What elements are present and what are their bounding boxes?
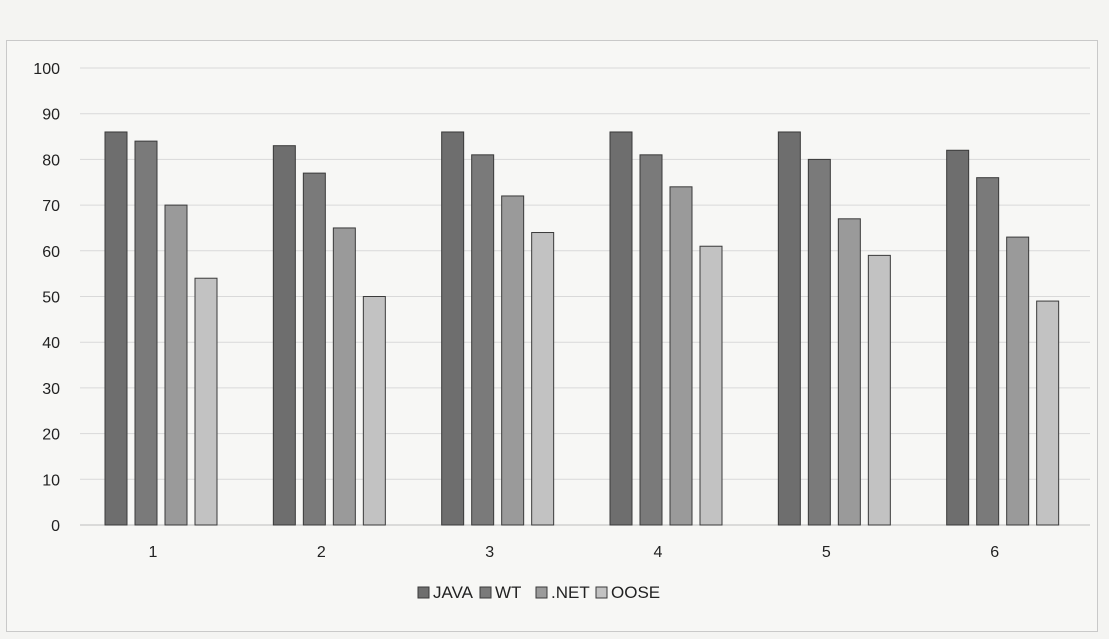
legend-label: OOSE — [611, 583, 660, 602]
bar-oose-5 — [867, 254, 891, 526]
bar-net-5 — [837, 218, 861, 526]
bar-wt-6 — [976, 177, 1000, 526]
bar-wt-3 — [471, 154, 495, 526]
legend: JAVA WT .NET OOSE — [417, 583, 660, 602]
bar-wt-2 — [302, 172, 326, 526]
bar-oose-1 — [194, 277, 218, 526]
y-tick-label: 100 — [33, 61, 60, 78]
bar-java-4 — [609, 131, 633, 526]
y-axis: 0 10 20 30 40 50 60 70 80 90 100 — [33, 61, 60, 535]
y-tick-label: 0 — [51, 518, 60, 535]
x-tick-label: 3 — [485, 544, 494, 561]
y-tick-label: 60 — [42, 244, 60, 261]
x-tick-label: 5 — [822, 544, 831, 561]
bar-net-6 — [1006, 236, 1030, 526]
bar-wt-5 — [807, 158, 831, 526]
y-tick-label: 30 — [42, 381, 60, 398]
bars — [104, 131, 1060, 526]
bar-wt-4 — [639, 154, 663, 526]
legend-swatch — [535, 586, 548, 599]
bar-net-4 — [669, 186, 693, 526]
bar-oose-4 — [699, 245, 723, 526]
bar-net-2 — [332, 227, 356, 526]
bar-oose-3 — [531, 232, 555, 526]
x-tick-label: 2 — [317, 544, 326, 561]
y-tick-label: 10 — [42, 472, 60, 489]
y-tick-label: 50 — [42, 290, 60, 307]
bar-net-1 — [164, 204, 188, 526]
x-axis: 1 2 3 4 5 6 — [149, 544, 1000, 561]
legend-swatch — [417, 586, 430, 599]
legend-label: JAVA — [433, 583, 474, 602]
x-tick-label: 6 — [990, 544, 999, 561]
bar-java-1 — [104, 131, 128, 526]
legend-label: WT — [495, 583, 521, 602]
y-tick-label: 40 — [42, 335, 60, 352]
x-tick-label: 4 — [654, 544, 663, 561]
bar-java-5 — [777, 131, 801, 526]
x-tick-label: 1 — [149, 544, 158, 561]
bar-java-2 — [272, 145, 296, 526]
bar-net-3 — [501, 195, 525, 526]
gridlines — [80, 67, 1090, 526]
legend-label: .NET — [551, 583, 590, 602]
y-tick-label: 90 — [42, 107, 60, 124]
legend-swatch — [479, 586, 492, 599]
y-tick-label: 80 — [42, 152, 60, 169]
bar-java-3 — [441, 131, 465, 526]
bar-oose-6 — [1036, 300, 1060, 526]
legend-swatch — [595, 586, 608, 599]
bar-java-6 — [946, 149, 970, 526]
y-tick-label: 20 — [42, 427, 60, 444]
bar-oose-2 — [362, 296, 386, 526]
bar-wt-1 — [134, 140, 158, 526]
y-tick-label: 70 — [42, 198, 60, 215]
